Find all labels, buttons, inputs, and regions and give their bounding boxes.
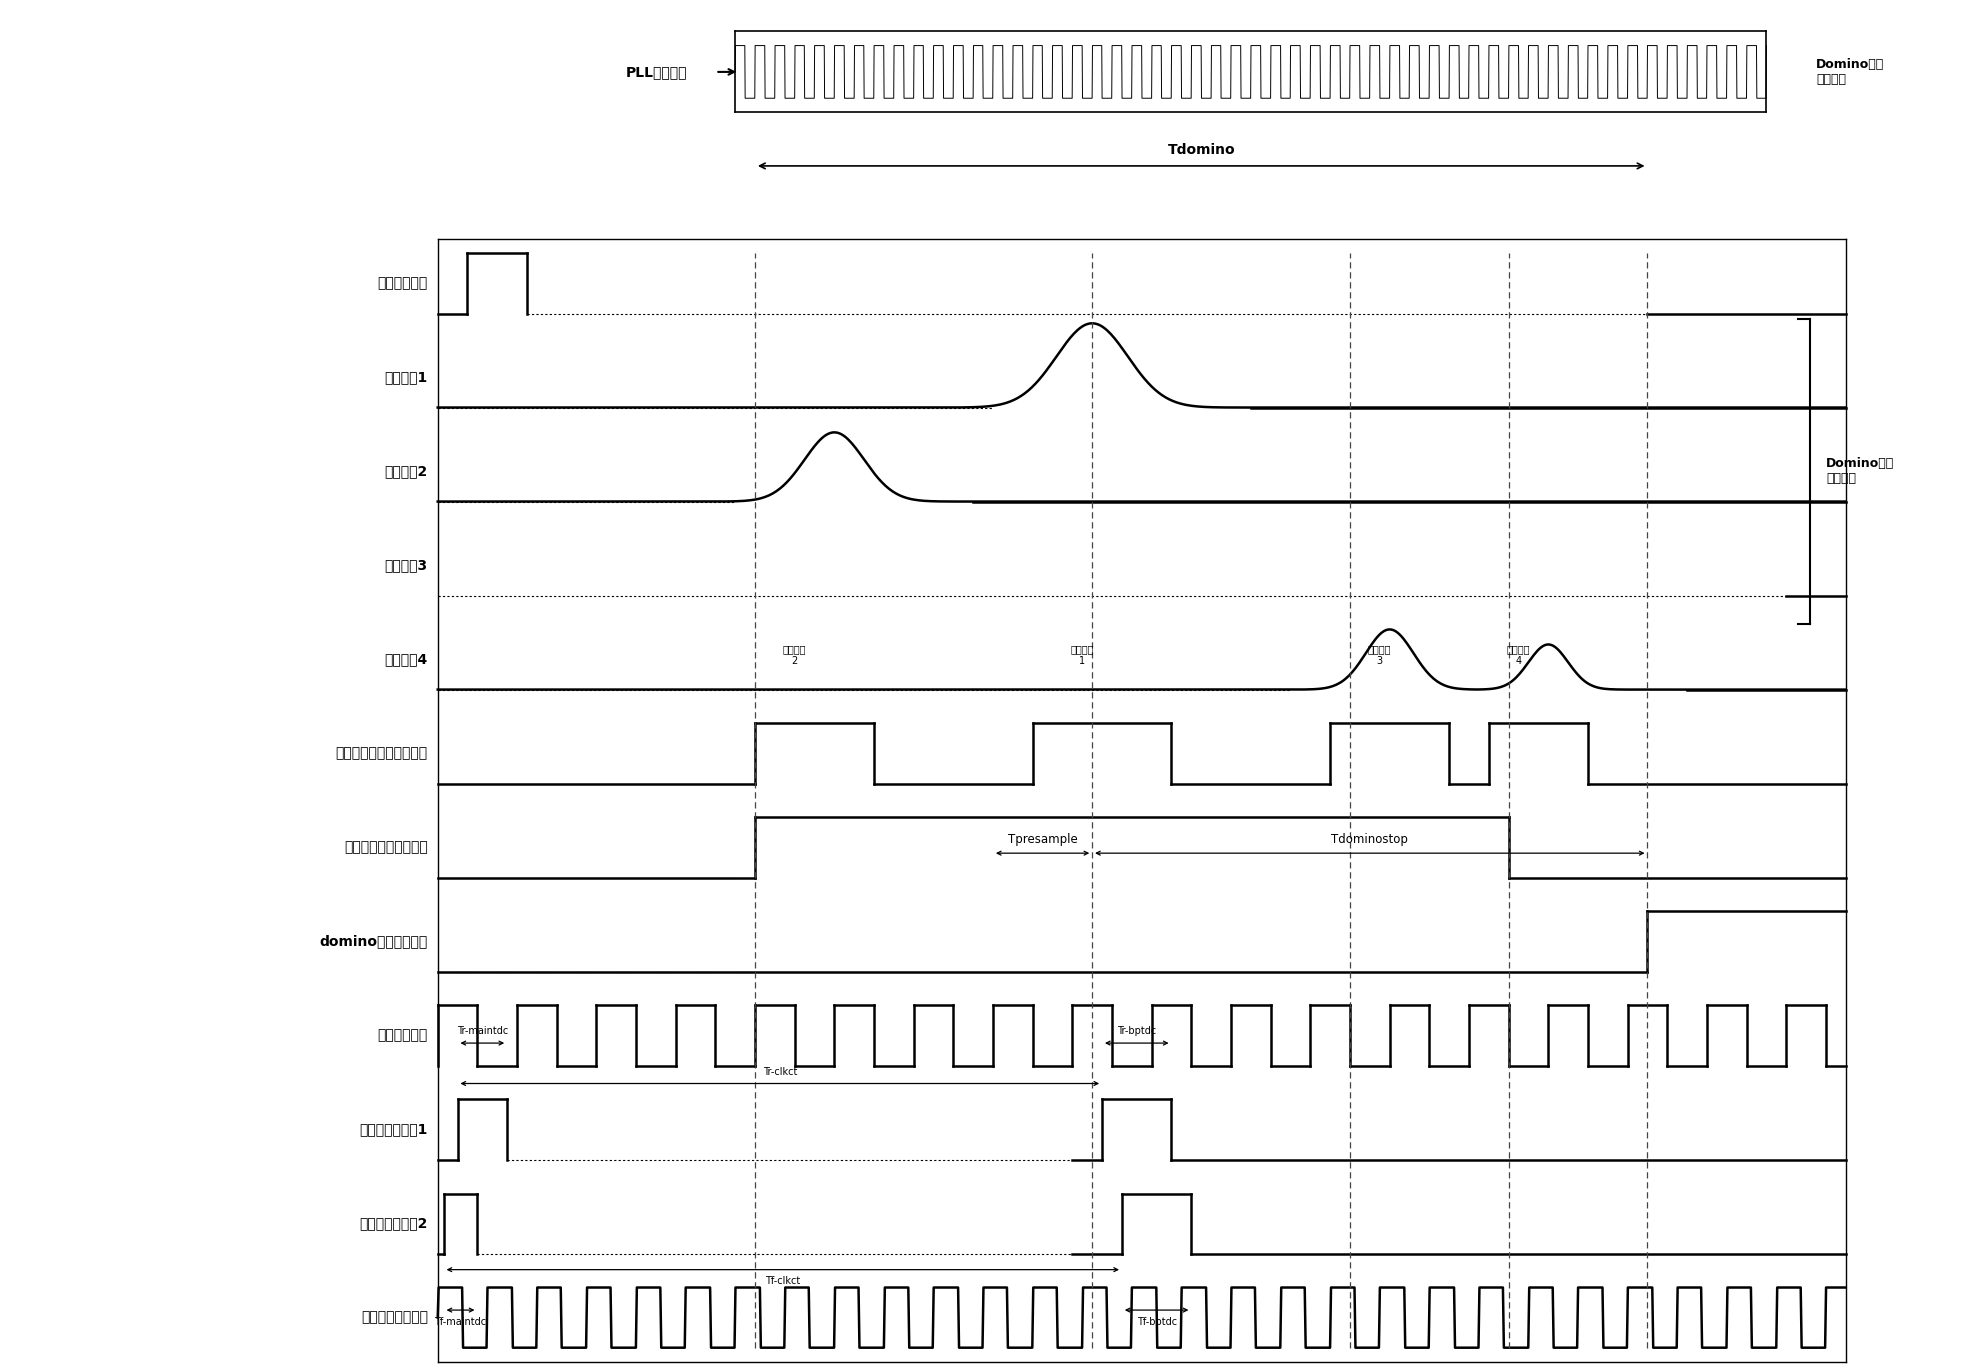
Text: Domino连续
采样窗口: Domino连续 采样窗口: [1825, 458, 1895, 485]
Text: Tf-maintdc: Tf-maintdc: [435, 1317, 487, 1326]
Text: Tf-clkct: Tf-clkct: [765, 1276, 800, 1287]
Text: Tdominostop: Tdominostop: [1331, 833, 1408, 846]
Text: domino采样停止信号: domino采样停止信号: [320, 934, 427, 948]
Text: 主回波定位脉冲1: 主回波定位脉冲1: [359, 1123, 427, 1137]
Text: 回波信号1: 回波信号1: [385, 370, 427, 384]
Text: PLL采样时钟: PLL采样时钟: [626, 66, 687, 79]
Text: Tr-bptdc: Tr-bptdc: [1118, 1026, 1156, 1037]
Text: 校时基准时钟: 校时基准时钟: [377, 1029, 427, 1042]
Text: 主回波定位脉冲2: 主回波定位脉冲2: [359, 1217, 427, 1231]
Text: 主波起始信号: 主波起始信号: [377, 276, 427, 291]
Text: 数字回波
2: 数字回波 2: [782, 643, 806, 665]
Text: 回波信号3: 回波信号3: [385, 559, 427, 572]
Text: 阈値比较后数字回波信号: 阈値比较后数字回波信号: [336, 746, 427, 761]
Text: 整形校时基准时钟: 整形校时基准时钟: [361, 1310, 427, 1325]
Text: 多路数字回波信号合成: 多路数字回波信号合成: [344, 840, 427, 855]
Text: Tr-maintdc: Tr-maintdc: [457, 1026, 508, 1037]
Text: Tdomino: Tdomino: [1168, 142, 1235, 157]
Text: Tf-bptdc: Tf-bptdc: [1136, 1317, 1176, 1326]
Text: 数字回波
4: 数字回波 4: [1507, 643, 1531, 665]
Text: 回波信号2: 回波信号2: [385, 464, 427, 478]
Text: 回波信号4: 回波信号4: [385, 653, 427, 667]
Text: 数字回波
3: 数字回波 3: [1368, 643, 1392, 665]
Text: Tr-clkct: Tr-clkct: [763, 1067, 796, 1076]
Text: Tpresample: Tpresample: [1007, 833, 1078, 846]
Text: 数字回波
1: 数字回波 1: [1070, 643, 1094, 665]
Text: Domino时钟
连续采集: Domino时钟 连续采集: [1815, 57, 1885, 86]
